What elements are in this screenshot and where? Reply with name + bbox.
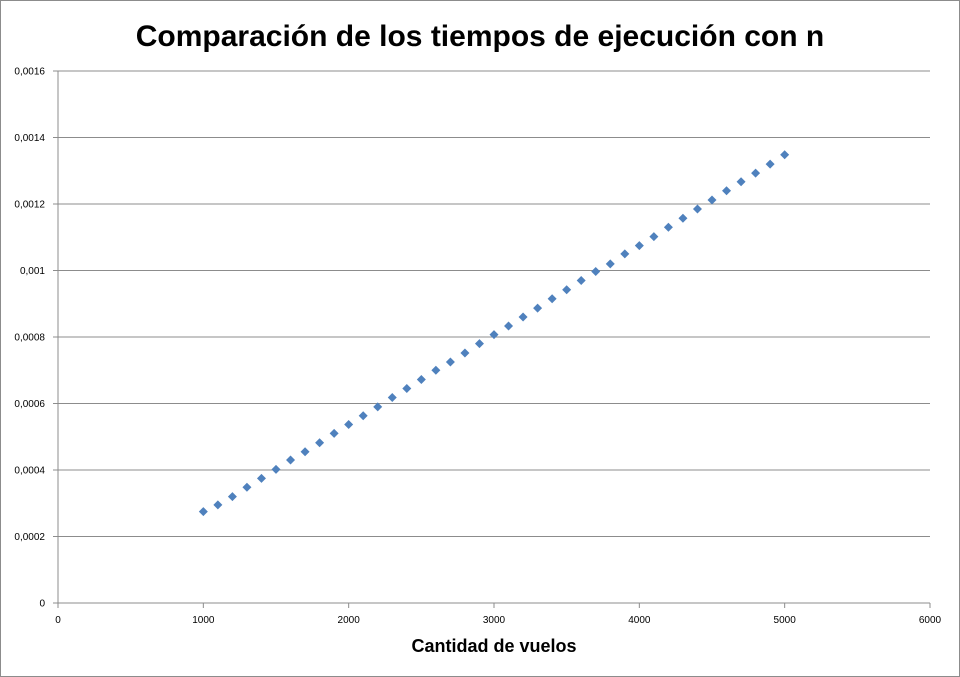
data-point (649, 232, 659, 242)
data-point (605, 259, 615, 269)
grid-lines (58, 70, 930, 537)
data-point (620, 249, 630, 259)
x-tick-label: 3000 (483, 615, 506, 626)
data-point (402, 384, 412, 394)
y-tick-label: 0,0006 (14, 399, 45, 410)
data-point (286, 455, 296, 465)
x-tick-label: 0 (55, 615, 61, 626)
data-point (780, 150, 790, 160)
data-point (242, 482, 252, 492)
data-point (504, 321, 514, 331)
data-point (329, 428, 339, 438)
axes (53, 70, 931, 608)
data-point (373, 402, 383, 412)
x-tick-label: 1000 (192, 615, 215, 626)
data-point (663, 222, 673, 232)
y-axis-tick-labels: 0 0,0002 0,0004 0,0006 0,0008 0,001 0,0012 0,00… (14, 67, 45, 610)
data-point (387, 393, 397, 403)
y-tick-label: 0,0008 (14, 333, 45, 344)
data-point (271, 464, 281, 474)
data-point (722, 186, 732, 196)
y-tick-label: 0 (39, 599, 45, 610)
data-point (256, 473, 266, 483)
data-points (198, 150, 790, 517)
y-tick-label: 0,001 (20, 266, 45, 277)
data-point (474, 339, 484, 349)
y-tick-label: 0,0012 (14, 200, 45, 211)
x-tick-label: 4000 (628, 615, 651, 626)
data-point (344, 419, 354, 429)
data-point (547, 294, 557, 304)
y-tick-label: 0,0004 (14, 466, 45, 477)
data-point (445, 357, 455, 367)
x-axis-title: Cantidad de vuelos (411, 636, 576, 656)
x-tick-label: 5000 (774, 615, 797, 626)
data-point (591, 266, 601, 276)
data-point (736, 177, 746, 187)
data-point (678, 213, 688, 223)
y-tick-label: 0,0014 (14, 133, 45, 144)
data-point (213, 500, 223, 510)
data-point (300, 447, 310, 457)
data-point (562, 285, 572, 295)
x-tick-label: 6000 (919, 615, 942, 626)
data-point (431, 365, 441, 375)
data-point (416, 375, 426, 385)
chart-title: Comparación de los tiempos de ejecución … (136, 20, 824, 53)
data-point (489, 330, 499, 340)
data-point (533, 303, 543, 313)
data-point (227, 492, 237, 502)
data-point (751, 168, 761, 178)
x-tick-label: 2000 (338, 615, 361, 626)
data-point (576, 275, 586, 285)
data-point (358, 411, 368, 421)
x-axis-tick-labels: 0 1000 2000 3000 4000 5000 6000 (55, 615, 941, 626)
y-tick-label: 0,0002 (14, 532, 45, 543)
data-point (315, 438, 325, 448)
data-point (692, 204, 702, 214)
data-point (634, 241, 644, 251)
data-point (460, 348, 470, 358)
data-point (198, 507, 208, 517)
data-point (707, 195, 717, 205)
y-tick-label: 0,0016 (14, 67, 45, 78)
data-point (765, 159, 775, 169)
data-point (518, 312, 528, 322)
